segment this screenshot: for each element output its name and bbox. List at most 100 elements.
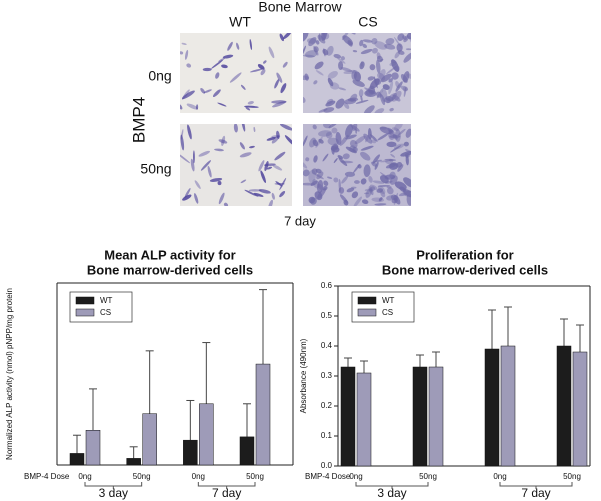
cell	[180, 134, 185, 151]
cell	[396, 43, 403, 52]
cell	[323, 180, 329, 186]
cell	[362, 39, 373, 43]
cell	[345, 124, 353, 138]
cell	[318, 108, 328, 113]
cell	[379, 127, 387, 130]
x-axis-label: BMP-4 Dose	[305, 472, 351, 481]
cell	[392, 162, 398, 166]
chart-title: Bone marrow-derived cells	[382, 262, 548, 277]
cell	[258, 189, 271, 194]
cell	[221, 64, 228, 69]
cell	[268, 199, 273, 206]
cell	[217, 180, 222, 186]
group-bracket	[197, 482, 256, 489]
cell	[274, 79, 280, 89]
y-tick-label: 0.3	[321, 371, 333, 380]
cell	[244, 189, 259, 197]
cell	[360, 145, 374, 151]
cell	[212, 89, 221, 98]
cell	[372, 47, 378, 54]
cell	[182, 194, 192, 201]
cell-layer	[303, 124, 411, 206]
x-tick-label: 0ng	[78, 472, 91, 481]
cell	[374, 161, 379, 170]
cell-layer	[180, 33, 292, 111]
x-tick-label: 50ng	[133, 472, 151, 481]
cell	[214, 148, 224, 152]
cell	[318, 130, 332, 137]
cell	[249, 39, 253, 51]
cell	[335, 98, 345, 109]
cell	[190, 158, 195, 172]
cell	[352, 146, 358, 153]
cell	[333, 157, 338, 164]
cell	[385, 161, 395, 165]
cell	[312, 139, 319, 147]
cell	[363, 133, 373, 144]
cell	[303, 54, 315, 58]
cell	[382, 84, 390, 90]
cell	[378, 197, 383, 202]
cell	[403, 141, 409, 147]
cell	[274, 183, 285, 185]
cell	[386, 187, 394, 195]
cell	[274, 151, 286, 161]
cell	[326, 45, 334, 56]
cell	[360, 48, 373, 55]
cell	[327, 176, 333, 179]
cell	[253, 192, 264, 197]
cell	[363, 164, 371, 177]
cell	[276, 130, 280, 139]
cell	[181, 90, 195, 100]
cell	[194, 193, 199, 204]
legend-swatch	[75, 296, 95, 305]
cell	[260, 69, 266, 76]
cell	[368, 176, 373, 183]
cell	[405, 48, 411, 51]
x-tick-label: 50ng	[563, 472, 581, 481]
cell	[371, 37, 378, 45]
cell	[303, 135, 308, 147]
cell	[303, 75, 310, 81]
column-label: CS	[358, 14, 377, 30]
cell	[384, 174, 396, 180]
group-label: 7 day	[212, 486, 241, 500]
cell	[353, 196, 362, 206]
cell	[180, 153, 191, 164]
cell	[218, 192, 225, 205]
legend-swatch	[75, 308, 95, 317]
cell	[266, 137, 276, 141]
cell	[331, 127, 338, 134]
cell	[363, 105, 375, 113]
cell	[313, 80, 318, 85]
group-label: 7 day	[521, 486, 550, 500]
cell	[405, 128, 411, 138]
cell	[364, 192, 370, 195]
bar	[484, 348, 500, 467]
cell	[369, 64, 376, 71]
cell	[322, 186, 328, 191]
cell	[377, 185, 391, 187]
legend-label: WT	[382, 296, 395, 305]
cell	[313, 45, 319, 56]
cell	[345, 134, 357, 140]
bar	[239, 436, 255, 466]
cell	[390, 194, 398, 201]
cell	[360, 178, 367, 185]
cell	[402, 35, 407, 41]
cell	[236, 42, 240, 50]
cell	[330, 145, 339, 151]
legend-swatch	[357, 296, 377, 305]
cell	[397, 164, 404, 172]
cell	[313, 155, 318, 163]
cell	[400, 150, 411, 157]
chart-title: Bone marrow-derived cells	[87, 262, 253, 277]
cell	[227, 41, 233, 51]
cell	[379, 172, 390, 180]
cell	[279, 124, 292, 131]
cell	[223, 202, 228, 206]
bar	[572, 351, 588, 467]
cell	[221, 135, 226, 147]
cell	[193, 150, 195, 164]
